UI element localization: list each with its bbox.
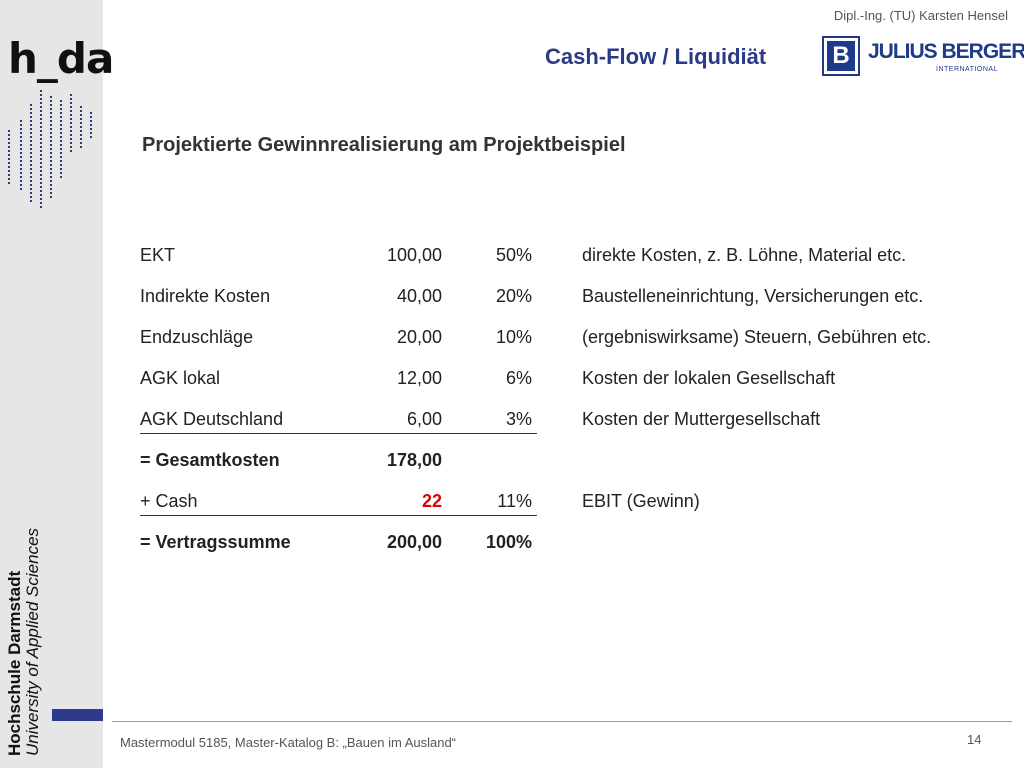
- logo-sub: INTERNATIONAL: [936, 66, 998, 73]
- sidebar: h_da Hochschule Darmstadt University of …: [0, 0, 114, 768]
- row-label: Endzuschläge: [140, 327, 254, 347]
- row-label: AGK lokal: [140, 368, 221, 388]
- slide-title: Cash-Flow / Liquidiät: [545, 44, 767, 69]
- author-label: Dipl.-Ing. (TU) Karsten Hensel: [833, 8, 1008, 23]
- row-value: 20,00: [396, 327, 442, 347]
- row-value: 12,00: [396, 368, 442, 388]
- hda-dots-logo-icon: [8, 90, 92, 208]
- row-percent: 50%: [495, 245, 532, 265]
- row-description: (ergebniswirksame) Steuern, Gebühren etc…: [582, 327, 932, 347]
- row-percent: 100%: [485, 532, 532, 552]
- section-subtitle: Projektierte Gewinnrealisierung am Proje…: [142, 134, 626, 156]
- institution-subtitle: University of Applied Sciences: [22, 527, 42, 756]
- page-number: 14: [967, 732, 982, 747]
- row-label: = Vertragssumme: [140, 532, 291, 552]
- row-percent: 6%: [505, 368, 532, 388]
- row-description: Kosten der lokalen Gesellschaft: [582, 368, 836, 388]
- row-value: 6,00: [406, 409, 442, 429]
- row-description: Kosten der Muttergesellschaft: [582, 409, 821, 429]
- row-value: 200,00: [386, 532, 442, 552]
- row-label: + Cash: [140, 491, 198, 511]
- sidebar-accent-bar: [52, 709, 103, 721]
- row-label: AGK Deutschland: [140, 409, 284, 429]
- julius-berger-logo-mark: B: [822, 36, 860, 76]
- logo-name: JULIUS BERGER: [868, 40, 1024, 63]
- row-value: 100,00: [386, 245, 442, 265]
- row-description: Baustelleneinrichtung, Versicherungen et…: [582, 286, 924, 306]
- row-value: 40,00: [396, 286, 442, 306]
- row-description: direkte Kosten, z. B. Löhne, Material et…: [582, 245, 907, 265]
- footer-text: Mastermodul 5185, Master-Katalog B: „Bau…: [120, 735, 457, 750]
- sum-underline: [140, 433, 537, 434]
- institution-label: Hochschule Darmstadt University of Appli…: [5, 527, 42, 756]
- institution-name: Hochschule Darmstadt: [5, 570, 24, 756]
- row-value: 178,00: [386, 450, 442, 470]
- footer-divider: [112, 721, 1012, 722]
- logo-letter: B: [827, 41, 855, 71]
- row-percent: 10%: [495, 327, 532, 347]
- row-label: Indirekte Kosten: [140, 286, 271, 306]
- row-percent: 11%: [497, 491, 532, 511]
- hda-logo: h_da: [8, 34, 114, 83]
- row-percent: 20%: [495, 286, 532, 306]
- julius-berger-logo: B JULIUS BERGER INTERNATIONAL: [822, 36, 1024, 78]
- sum-underline: [140, 515, 537, 516]
- row-percent: 3%: [505, 409, 532, 429]
- row-label: = Gesamtkosten: [140, 450, 280, 470]
- row-description: EBIT (Gewinn): [582, 491, 700, 511]
- row-value-highlighted: 22: [421, 491, 442, 511]
- row-label: EKT: [140, 245, 176, 265]
